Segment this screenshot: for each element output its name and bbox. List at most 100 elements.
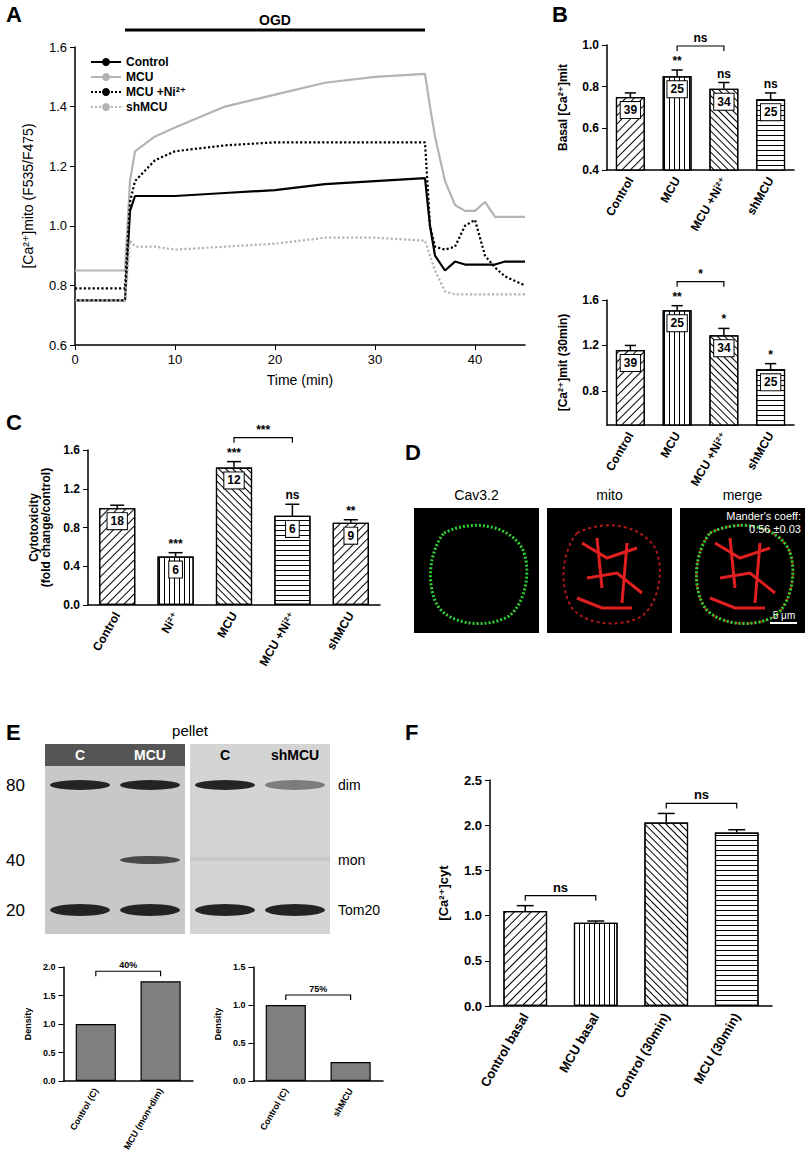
svg-text:0.0: 0.0 — [63, 598, 80, 612]
svg-text:(fold change/control): (fold change/control) — [39, 468, 53, 587]
svg-text:1.4: 1.4 — [49, 99, 67, 114]
svg-text:0.0: 0.0 — [43, 1076, 56, 1086]
svg-text:[Ca²⁺]mit (30min): [Ca²⁺]mit (30min) — [556, 314, 570, 412]
svg-text:[Ca²⁺]cyt: [Ca²⁺]cyt — [436, 865, 451, 921]
svg-text:MCU: MCU — [214, 609, 240, 640]
svg-text:20: 20 — [268, 352, 282, 367]
svg-text:Control basal: Control basal — [477, 1010, 531, 1089]
svg-text:0.5: 0.5 — [233, 1038, 246, 1048]
svg-text:mito: mito — [596, 487, 623, 503]
svg-text:0.6: 0.6 — [582, 121, 599, 135]
svg-text:MCU (mon+dim): MCU (mon+dim) — [122, 1086, 165, 1151]
svg-text:**: ** — [672, 290, 682, 304]
svg-text:**: ** — [672, 54, 682, 68]
svg-text:MCU +Ni²⁺: MCU +Ni²⁺ — [688, 174, 730, 233]
svg-text:shMCU: shMCU — [271, 747, 319, 763]
svg-text:1.0: 1.0 — [49, 218, 67, 233]
svg-text:MCU: MCU — [657, 174, 683, 205]
svg-text:MCU: MCU — [134, 747, 166, 763]
svg-text:Control: Control — [90, 609, 123, 653]
svg-text:25: 25 — [764, 105, 778, 119]
svg-text:30: 30 — [368, 352, 382, 367]
svg-text:0.8: 0.8 — [582, 80, 599, 94]
svg-text:40: 40 — [6, 851, 25, 870]
svg-text:*: * — [768, 348, 773, 362]
svg-text:***: *** — [256, 423, 270, 437]
svg-text:MCU +Ni²⁺: MCU +Ni²⁺ — [256, 609, 298, 668]
svg-text:1.6: 1.6 — [63, 443, 80, 457]
svg-text:merge: merge — [723, 487, 763, 503]
svg-text:0.8: 0.8 — [63, 521, 80, 535]
svg-text:shMCU: shMCU — [331, 1087, 355, 1119]
svg-text:shMCU: shMCU — [744, 174, 777, 217]
svg-text:6: 6 — [172, 563, 179, 577]
svg-text:1.5: 1.5 — [43, 991, 56, 1001]
svg-text:12: 12 — [227, 473, 241, 487]
svg-text:0.4: 0.4 — [63, 559, 80, 573]
svg-text:39: 39 — [624, 356, 638, 370]
svg-text:ns: ns — [717, 67, 731, 81]
svg-text:Control: Control — [603, 174, 636, 218]
svg-text:0.5: 0.5 — [464, 953, 482, 968]
svg-text:shMCU: shMCU — [744, 429, 777, 472]
svg-text:ns: ns — [693, 31, 707, 45]
svg-text:6: 6 — [289, 522, 296, 536]
svg-text:Control: Control — [126, 55, 169, 69]
svg-text:Density: Density — [23, 1008, 33, 1041]
svg-text:0.4: 0.4 — [582, 163, 599, 177]
svg-text:mon: mon — [338, 852, 365, 868]
svg-text:ns: ns — [694, 787, 709, 802]
svg-text:Cav3.2: Cav3.2 — [454, 487, 499, 503]
svg-text:pellet: pellet — [172, 722, 209, 739]
svg-text:Tom20: Tom20 — [338, 902, 380, 918]
svg-text:80: 80 — [6, 776, 25, 795]
svg-text:0: 0 — [71, 352, 78, 367]
svg-text:1.0: 1.0 — [233, 1000, 246, 1010]
svg-text:MCU: MCU — [126, 70, 153, 84]
svg-text:Time (min): Time (min) — [267, 372, 333, 388]
svg-text:[Ca²⁺]mito (F535/F475): [Ca²⁺]mito (F535/F475) — [20, 123, 36, 268]
svg-text:1.0: 1.0 — [43, 1019, 56, 1029]
svg-text:1.2: 1.2 — [63, 482, 80, 496]
svg-text:ns: ns — [764, 77, 778, 91]
svg-text:MCU +Ni²⁺: MCU +Ni²⁺ — [126, 85, 186, 99]
svg-text:***: *** — [169, 537, 183, 551]
svg-text:C: C — [220, 747, 230, 763]
svg-text:*: * — [722, 312, 727, 326]
svg-text:25: 25 — [764, 375, 778, 389]
svg-text:0.6: 0.6 — [49, 338, 67, 353]
svg-text:10: 10 — [168, 352, 182, 367]
svg-text:0.0: 0.0 — [464, 999, 482, 1014]
svg-text:1.2: 1.2 — [49, 159, 67, 174]
svg-text:MCU: MCU — [657, 429, 683, 460]
svg-text:34: 34 — [717, 95, 731, 109]
svg-text:1.0: 1.0 — [582, 38, 599, 52]
svg-text:40%: 40% — [119, 960, 137, 970]
svg-text:25: 25 — [670, 82, 684, 96]
svg-text:Control (30min): Control (30min) — [612, 1010, 673, 1101]
svg-text:ns: ns — [553, 880, 568, 895]
svg-text:1.5: 1.5 — [233, 962, 246, 972]
svg-text:0.5: 0.5 — [43, 1048, 56, 1058]
svg-text:20: 20 — [6, 901, 25, 920]
svg-text:0.0: 0.0 — [233, 1076, 246, 1086]
svg-text:Control: Control — [603, 429, 636, 473]
svg-text:39: 39 — [624, 103, 638, 117]
svg-text:1.6: 1.6 — [582, 293, 599, 307]
svg-text:40: 40 — [468, 352, 482, 367]
svg-text:Control (C): Control (C) — [68, 1086, 100, 1132]
svg-text:2.5: 2.5 — [464, 773, 482, 788]
svg-text:MCU basal: MCU basal — [556, 1010, 602, 1075]
svg-text:***: *** — [227, 446, 241, 460]
svg-text:Mander's coeff:: Mander's coeff: — [726, 510, 801, 522]
svg-text:1.2: 1.2 — [582, 338, 599, 352]
svg-text:Ni²⁺: Ni²⁺ — [158, 609, 181, 635]
svg-text:Density: Density — [213, 1008, 223, 1041]
svg-text:75%: 75% — [309, 984, 327, 994]
svg-text:shMCU: shMCU — [126, 100, 167, 114]
svg-text:shMCU: shMCU — [324, 609, 357, 652]
svg-text:OGD: OGD — [259, 12, 291, 28]
svg-text:1.6: 1.6 — [49, 40, 67, 55]
svg-text:2.0: 2.0 — [464, 818, 482, 833]
svg-text:0.56 ±0.03: 0.56 ±0.03 — [749, 523, 801, 535]
